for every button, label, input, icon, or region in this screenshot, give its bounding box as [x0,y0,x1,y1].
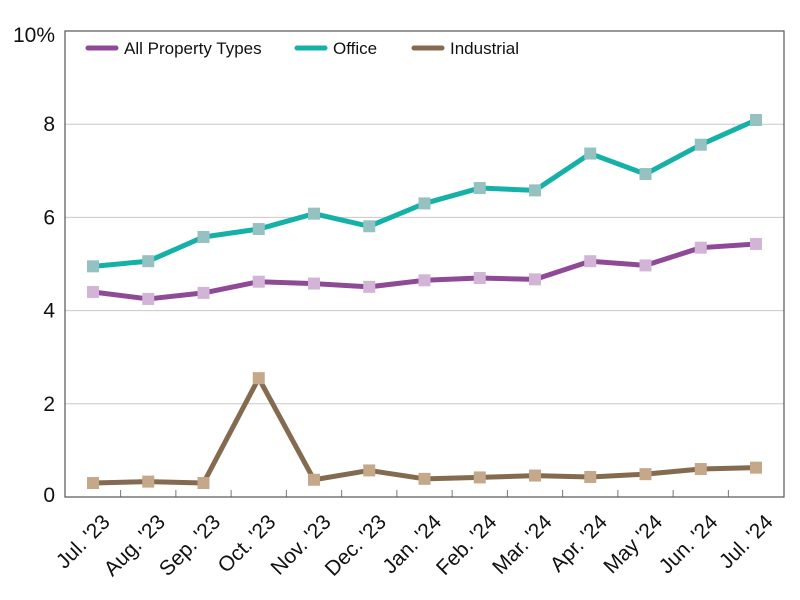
gridlines [65,123,784,405]
x-tick-label: Sep. '23 [155,510,225,580]
data-point [473,182,486,195]
plot-area [65,31,784,497]
data-point [363,280,376,293]
data-point [694,241,707,254]
y-tick-label: 8 [43,113,55,136]
data-point [197,477,210,490]
plot-frame [64,30,785,498]
x-tick-label: Jul. '24 [715,510,778,573]
data-point [639,168,652,181]
data-point [584,147,597,160]
y-tick-labels: 0 2 4 6 8 10% [13,24,55,507]
data-point [750,237,762,250]
series-group [87,114,762,490]
data-point [418,197,431,210]
data-point [87,260,99,273]
data-point [197,286,210,299]
data-point [584,255,597,268]
y-tick-label: 10% [13,24,55,47]
y-tick-label: 0 [43,484,55,507]
data-point [418,472,431,485]
data-point [252,275,265,288]
x-tick-label: Dec. '23 [321,510,391,580]
data-point [529,184,541,197]
legend: All Property Types Office Industrial [85,39,519,58]
legend-label: All Property Types [124,39,262,58]
legend-label: Industrial [450,39,519,58]
x-tick-label: May '24 [599,510,667,578]
x-tick-label: Apr. '24 [546,510,612,576]
data-point [363,464,376,477]
data-point [694,463,707,476]
data-point [308,473,320,486]
x-tick-label: Mar. '24 [488,510,557,579]
y-tick-label: 2 [43,393,55,416]
x-ticks [120,490,729,497]
data-point [694,138,707,151]
data-point [308,207,320,220]
data-point [142,475,155,488]
data-point [142,255,155,268]
data-point [142,292,155,305]
y-tick-label: 4 [43,300,55,323]
data-point [252,223,265,236]
x-tick-label: Feb. '24 [432,510,502,580]
data-point [308,277,320,290]
data-point [529,273,541,286]
data-point [418,274,431,287]
y-tick-label: 6 [43,206,55,229]
x-tick-label: Jun. '24 [655,510,723,578]
data-point [363,220,376,233]
data-point [639,468,652,481]
data-point [750,461,762,474]
data-point [473,471,486,484]
data-point [584,470,597,483]
data-point [252,372,265,385]
data-point [750,114,762,127]
legend-label: Office [333,39,377,58]
data-point [87,285,99,298]
data-point [473,271,486,284]
data-point [639,259,652,272]
data-point [529,469,541,482]
data-point [197,230,210,243]
data-point [87,477,99,490]
